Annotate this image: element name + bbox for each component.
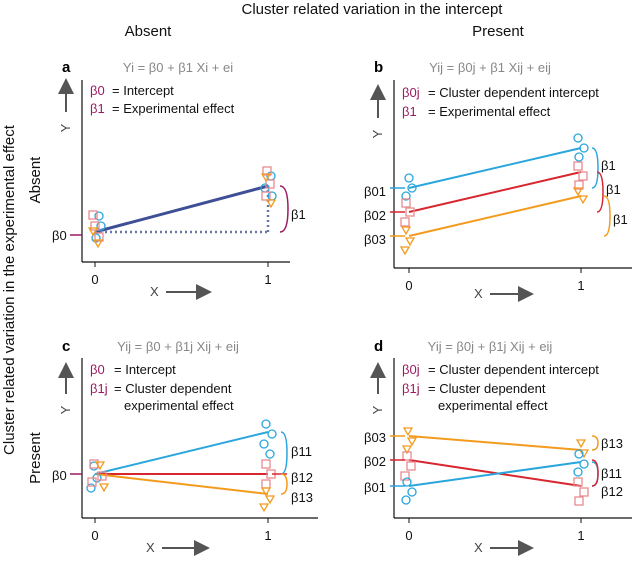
effect-brace-a [279,185,289,233]
effect-label-d-3: β12 [601,484,623,499]
legend-d: β0j = Cluster dependent intercept β1j = … [402,362,599,413]
line-cluster-3-d [408,435,582,451]
legend-c-sym-1: β0 [90,362,105,377]
x-tick-1-a: 1 [264,272,271,287]
svg-text:β1j: β1j [402,381,420,396]
x-label-a: X [150,284,159,299]
intercept-label-b-1: β01 [364,184,386,199]
line-cluster-3-b [408,195,582,237]
intercept-label-b-3: β03 [364,232,386,247]
svg-text:β0j: β0j [402,85,420,100]
markers-a [87,166,277,249]
legend-a-sym-1: β0 [90,83,105,98]
effect-label-b-3: β1 [613,212,628,227]
y-label-c: Y [58,405,73,414]
y-label-a: Y [58,123,73,132]
panel-a: a Yi = β0 + β1 Xi + ei β0 = Intercept β1… [52,59,306,300]
svg-text:β0j: β0j [402,362,420,377]
svg-text:β1j: β1j [90,381,108,396]
col-header-present: Present [472,23,525,40]
legend-b-text-1: = Cluster dependent intercept [428,85,599,100]
x-label-d: X [474,540,483,555]
effect-label-d-2: β11 [601,466,622,481]
panel-b: b Yij = β0j + β1 Xij + eij β0j = Cluster… [364,59,632,302]
line-cluster-1-b [408,147,582,189]
legend-b-text-2: = Experimental effect [428,104,551,119]
legend-b: β0j = Cluster dependent intercept β1 = E… [402,85,599,119]
legend-d-text-3: experimental effect [438,398,548,413]
legend-b-sym-2: β1 [402,104,417,119]
figure-title: Cluster related variation in the interce… [242,1,504,18]
line-cluster-1-d [408,461,582,487]
regression-line-a [94,184,269,234]
legend-a-sym-2: β1 [90,101,105,116]
x-tick-0-d: 0 [405,528,412,543]
legend-a-text-1: = Intercept [112,83,174,98]
svg-text:β0: β0 [90,362,105,377]
panel-label-a: a [62,59,71,76]
legend-d-sym-2: β1j [402,381,420,396]
y-label-b: Y [370,129,385,138]
panel-d: d Yij = β0j + β1j Xij + eij β0j = Cluste… [364,338,632,556]
y-label-d: Y [370,405,385,414]
line-cluster-3-c [94,473,269,495]
equation-c: Yij = β0 + β1j Xij + eij [117,339,239,354]
panel-label-b: b [374,59,383,76]
effect-label-c-2: β12 [291,470,313,485]
intercept-label-b-2: β02 [364,208,386,223]
panel-label-c: c [62,338,70,355]
x-label-c: X [146,540,155,555]
panel-c: c Yij = β0 + β1j Xij + eij β0 = Intercep… [52,338,318,556]
markers-b [399,133,589,256]
effect-label-b-2: β1 [606,182,621,197]
legend-c-sym-2: β1j [90,381,108,396]
intercept-label-a: β0 [52,228,67,243]
legend-c-text-3: experimental effect [124,398,234,413]
row-header-absent: Absent [27,156,44,204]
legend-c: β0 = Intercept β1j = Cluster dependent e… [90,362,234,413]
intercept-label-c: β0 [52,468,67,483]
row-title: Cluster related variation in the experim… [1,124,18,455]
effect-label-b-1: β1 [601,158,616,173]
x-tick-1-c: 1 [264,528,271,543]
intercept-label-d-2: β02 [364,454,386,469]
legend-d-text-1: = Cluster dependent intercept [428,362,599,377]
intercept-label-d-3: β03 [364,430,386,445]
legend-a-text-2: = Experimental effect [112,101,235,116]
effect-label-c-3: β13 [291,490,313,505]
x-tick-1-d: 1 [577,528,584,543]
svg-text:β0: β0 [90,83,105,98]
x-tick-0-c: 0 [91,528,98,543]
effect-label-d-1: β13 [601,436,623,451]
legend-d-sym-1: β0j [402,362,420,377]
legend-c-text-2: = Cluster dependent [114,381,232,396]
equation-a: Yi = β0 + β1 Xi + ei [123,60,233,75]
x-tick-0-b: 0 [405,278,412,293]
legend-c-text-1: = Intercept [114,362,176,377]
line-cluster-2-b [408,171,582,213]
legend-d-text-2: = Cluster dependent [428,381,546,396]
markers-c [86,419,277,513]
effect-label-a: β1 [291,207,306,222]
legend-a: β0 = Intercept β1 = Experimental effect [90,83,235,116]
row-header-present: Present [27,431,44,484]
svg-text:β1: β1 [402,104,417,119]
svg-text:β1: β1 [90,101,105,116]
x-tick-0-a: 0 [91,272,98,287]
equation-b: Yij = β0j + β1 Xij + eij [429,60,551,75]
effect-label-c-1: β11 [291,444,312,459]
equation-d: Yij = β0j + β1j Xij + eij [428,339,553,354]
legend-b-sym-1: β0j [402,85,420,100]
markers-d [400,427,590,506]
x-label-b: X [474,286,483,301]
x-tick-1-b: 1 [577,278,584,293]
panel-label-d: d [374,338,383,355]
col-header-absent: Absent [125,23,173,40]
line-cluster-1-c [94,431,269,475]
intercept-label-d-1: β01 [364,480,386,495]
